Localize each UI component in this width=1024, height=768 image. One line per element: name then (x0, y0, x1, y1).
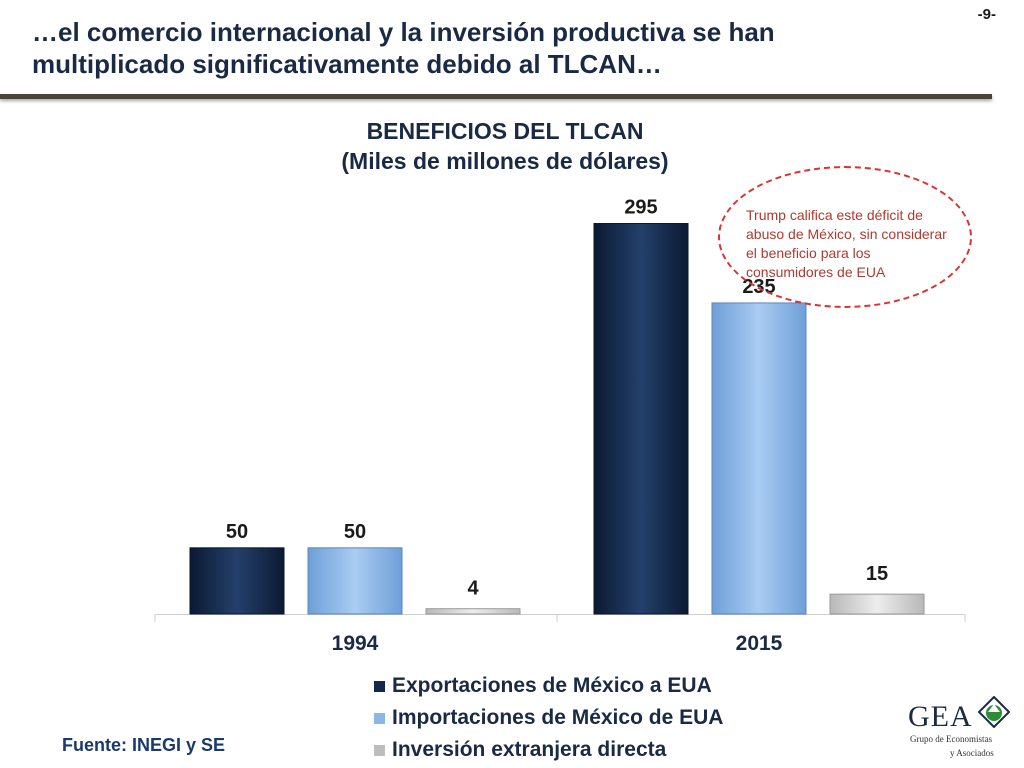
x-tick-label-2015: 2015 (736, 632, 783, 655)
logo-subtitle-1: Grupo de Economistas (910, 734, 992, 744)
page-number: -9- (977, 6, 996, 23)
chart-title-block: BENEFICIOS DEL TLCAN (Miles de millones … (250, 116, 760, 176)
bar-exportaciones-2015 (593, 223, 689, 615)
data-label: 4 (467, 578, 479, 600)
bar-exportaciones-1994 (189, 547, 285, 615)
legend-label: Importaciones de México de EUA (392, 706, 724, 729)
chart-title: BENEFICIOS DEL TLCAN (366, 118, 644, 144)
bar-importaciones-1994 (307, 547, 403, 615)
data-label: 50 (226, 521, 248, 543)
data-label: 50 (344, 521, 366, 543)
slide-title: …el comercio internacional y la inversió… (32, 17, 775, 79)
legend-swatch-exportaciones (374, 680, 385, 692)
data-label: 15 (866, 563, 888, 585)
title-divider (0, 94, 992, 99)
legend-swatch-importaciones (374, 712, 385, 724)
callout-text: Trump califica este déficit de abuso de … (746, 207, 947, 280)
legend-item-importaciones: Importaciones de México de EUA (374, 702, 723, 734)
legend-swatch-inversion (374, 744, 385, 756)
legend-label: Exportaciones de México a EUA (392, 674, 712, 697)
bar-inversion-2015 (829, 593, 925, 615)
chart-subtitle: (Miles de millones de dólares) (341, 148, 669, 174)
bar-inversion-1994 (425, 608, 521, 615)
logo-name: GEA (908, 700, 973, 733)
x-tick-label-1994: 1994 (332, 632, 379, 655)
callout-ellipse (718, 166, 972, 308)
legend-item-exportaciones: Exportaciones de México a EUA (374, 670, 723, 702)
chart-legend: Exportaciones de México a EUA Importacio… (374, 670, 723, 766)
source-note: Fuente: INEGI y SE (62, 735, 226, 755)
logo-subtitle-2: y Asociados (950, 748, 994, 758)
logo-mark-icon (978, 696, 1010, 728)
data-label: 295 (624, 197, 657, 219)
gea-logo: GEA Grupo de Economistas y Asociados (908, 694, 1018, 764)
bar-importaciones-2015 (711, 302, 807, 615)
legend-label: Inversión extranjera directa (392, 738, 667, 761)
legend-item-inversion: Inversión extranjera directa (374, 734, 723, 766)
